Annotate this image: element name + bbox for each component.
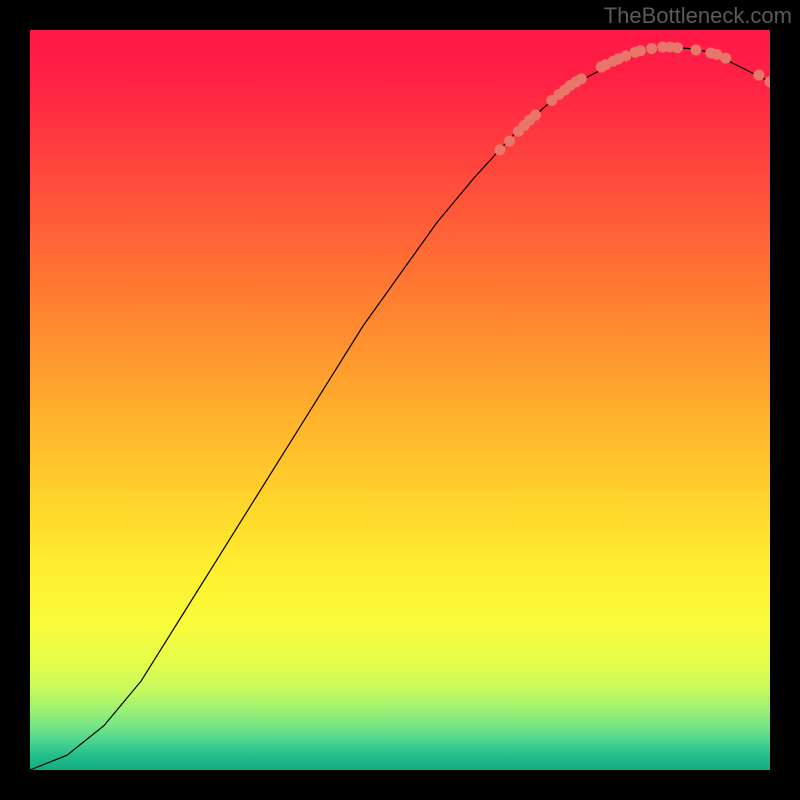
chart-marker <box>672 42 683 53</box>
chart-marker <box>620 50 631 61</box>
chart-marker <box>635 45 646 56</box>
chart-marker <box>753 70 764 81</box>
chart-marker <box>530 110 541 121</box>
chart-background <box>30 30 770 770</box>
chart-plot-area <box>30 30 770 770</box>
chart-marker <box>720 53 731 64</box>
chart-marker <box>691 44 702 55</box>
chart-marker <box>646 43 657 54</box>
watermark-text: TheBottleneck.com <box>604 3 792 29</box>
chart-marker <box>504 136 515 147</box>
chart-marker <box>576 73 587 84</box>
chart-marker <box>494 144 505 155</box>
chart-svg <box>30 30 770 770</box>
